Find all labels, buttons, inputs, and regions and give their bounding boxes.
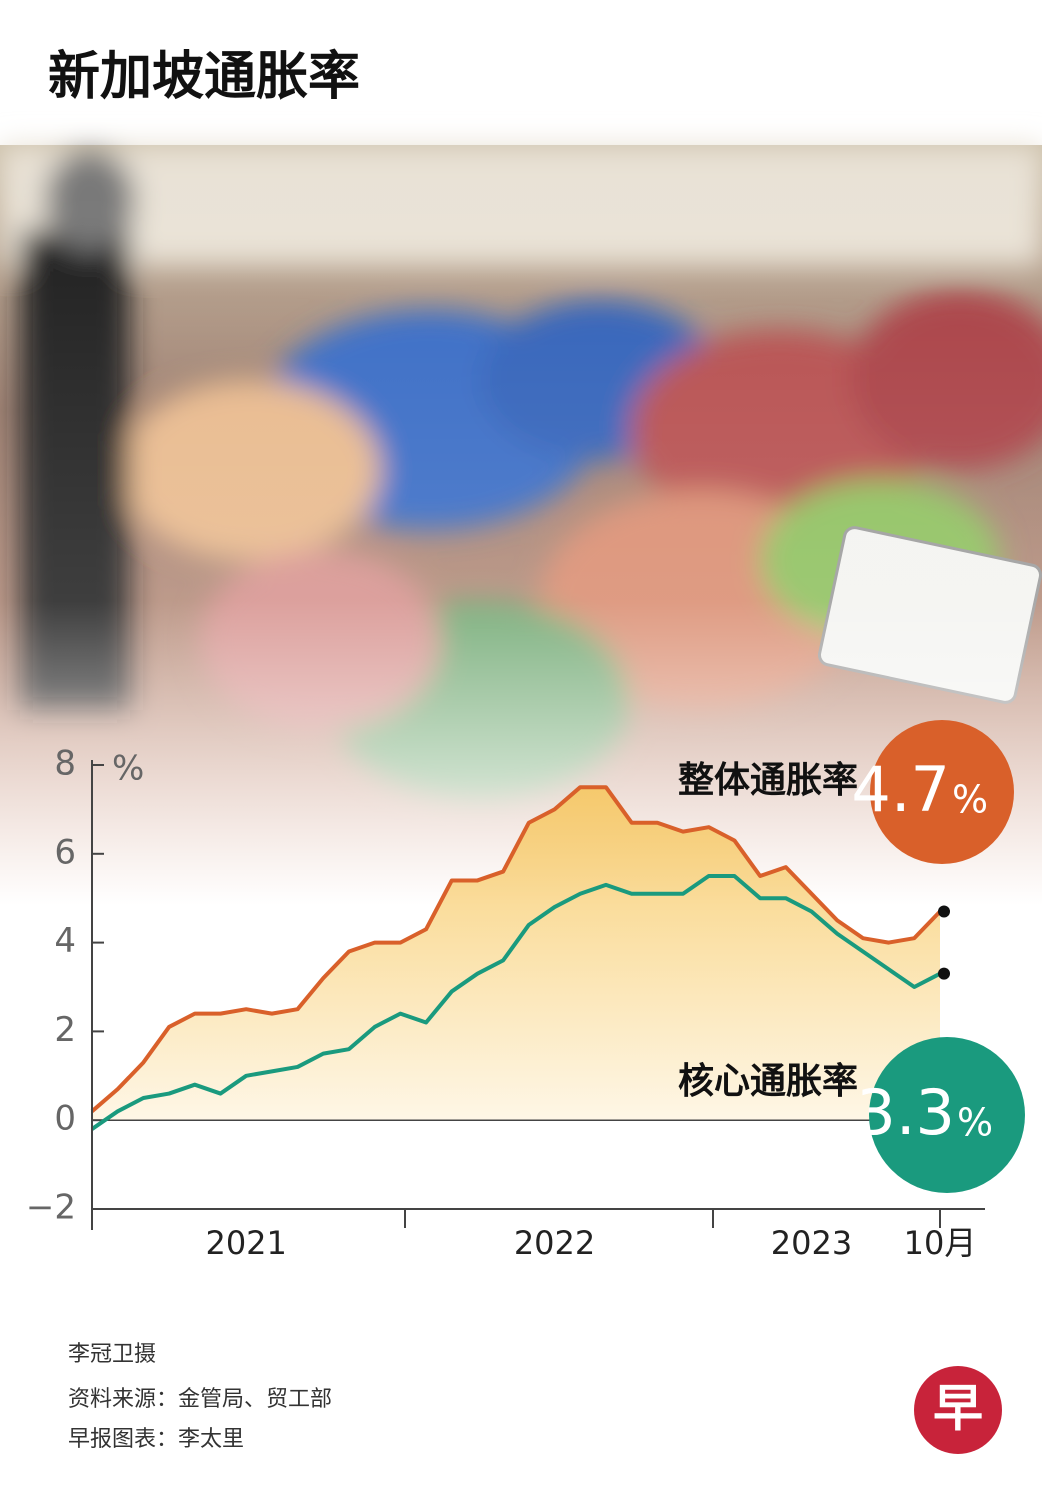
logo: 早	[933, 1380, 983, 1438]
graphic-credit: 早报图表：李太里	[68, 1427, 244, 1452]
title: 新加坡通胀率	[48, 47, 360, 107]
y-tick-label: 0	[54, 1099, 76, 1139]
y-tick-label: 4	[54, 921, 76, 961]
source: 资料来源：金管局、贸工部	[68, 1387, 332, 1412]
callout-circle	[870, 720, 1014, 864]
photo-credit: 李冠卫摄	[68, 1342, 156, 1367]
callout-value: 4.7	[851, 753, 950, 826]
y-tick-label: 2	[54, 1010, 76, 1050]
callout-value: 3.3	[856, 1076, 955, 1149]
plot: −2 0 2 4 6 8 2021 2022 2023 10月	[26, 744, 985, 1262]
series-label: 整体通胀率	[678, 760, 858, 801]
series-line	[90, 874, 941, 1131]
end-point	[938, 905, 950, 918]
y-tick-label: 6	[54, 832, 76, 872]
logo-circle	[914, 1366, 1002, 1454]
x-tick-label: 2022	[514, 1224, 595, 1262]
x-tick-label: 2023	[771, 1224, 852, 1262]
callout-unit: %	[957, 1101, 993, 1145]
y-unit: %	[112, 749, 144, 789]
callouts: 4.7 % 整体通胀率 3.3 % 核心通胀率	[678, 720, 1025, 1193]
callout-unit: %	[952, 778, 988, 822]
end-point	[938, 967, 950, 980]
series-line	[90, 785, 942, 1113]
callout-circle	[869, 1037, 1025, 1193]
photo	[0, 145, 1042, 905]
x-tick-label: 2021	[205, 1224, 286, 1262]
series-label: 核心通胀率	[678, 1061, 858, 1102]
y-tick-label: 8	[54, 744, 76, 784]
y-tick-label: −2	[26, 1188, 76, 1228]
x-tick-label: 10月	[904, 1224, 977, 1262]
area	[92, 787, 940, 1121]
